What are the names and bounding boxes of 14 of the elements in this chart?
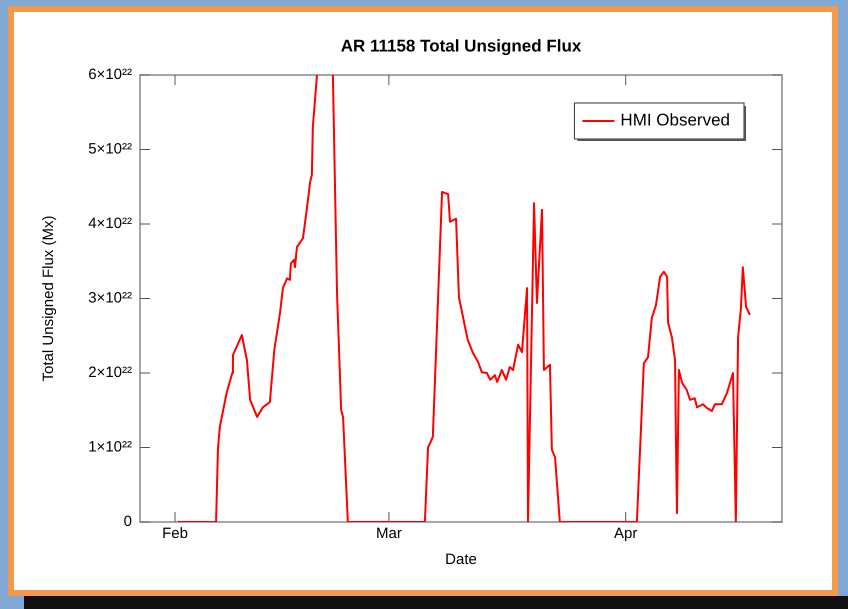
y-tick-label: 2×10²²	[88, 364, 132, 382]
y-tick-label: 1×10²²	[88, 438, 132, 456]
y-tick-label: 0	[124, 513, 132, 530]
y-tick-label: 6×10²²	[88, 66, 132, 84]
y-tick-label: 3×10²²	[88, 290, 132, 307]
x-tick-label: Apr	[614, 525, 638, 542]
legend-label: HMI Observed	[620, 110, 730, 130]
x-axis-title: Date	[445, 551, 477, 568]
y-axis-title: Total Unsigned Flux (Mx)	[40, 216, 58, 382]
x-tick-label: Feb	[162, 525, 188, 542]
y-tick-label: 5×10²²	[88, 140, 132, 158]
y-tick-label: 4×10²²	[88, 215, 132, 232]
x-tick-label: Mar	[376, 525, 402, 542]
chart-title: AR 11158 Total Unsigned Flux	[340, 36, 582, 56]
